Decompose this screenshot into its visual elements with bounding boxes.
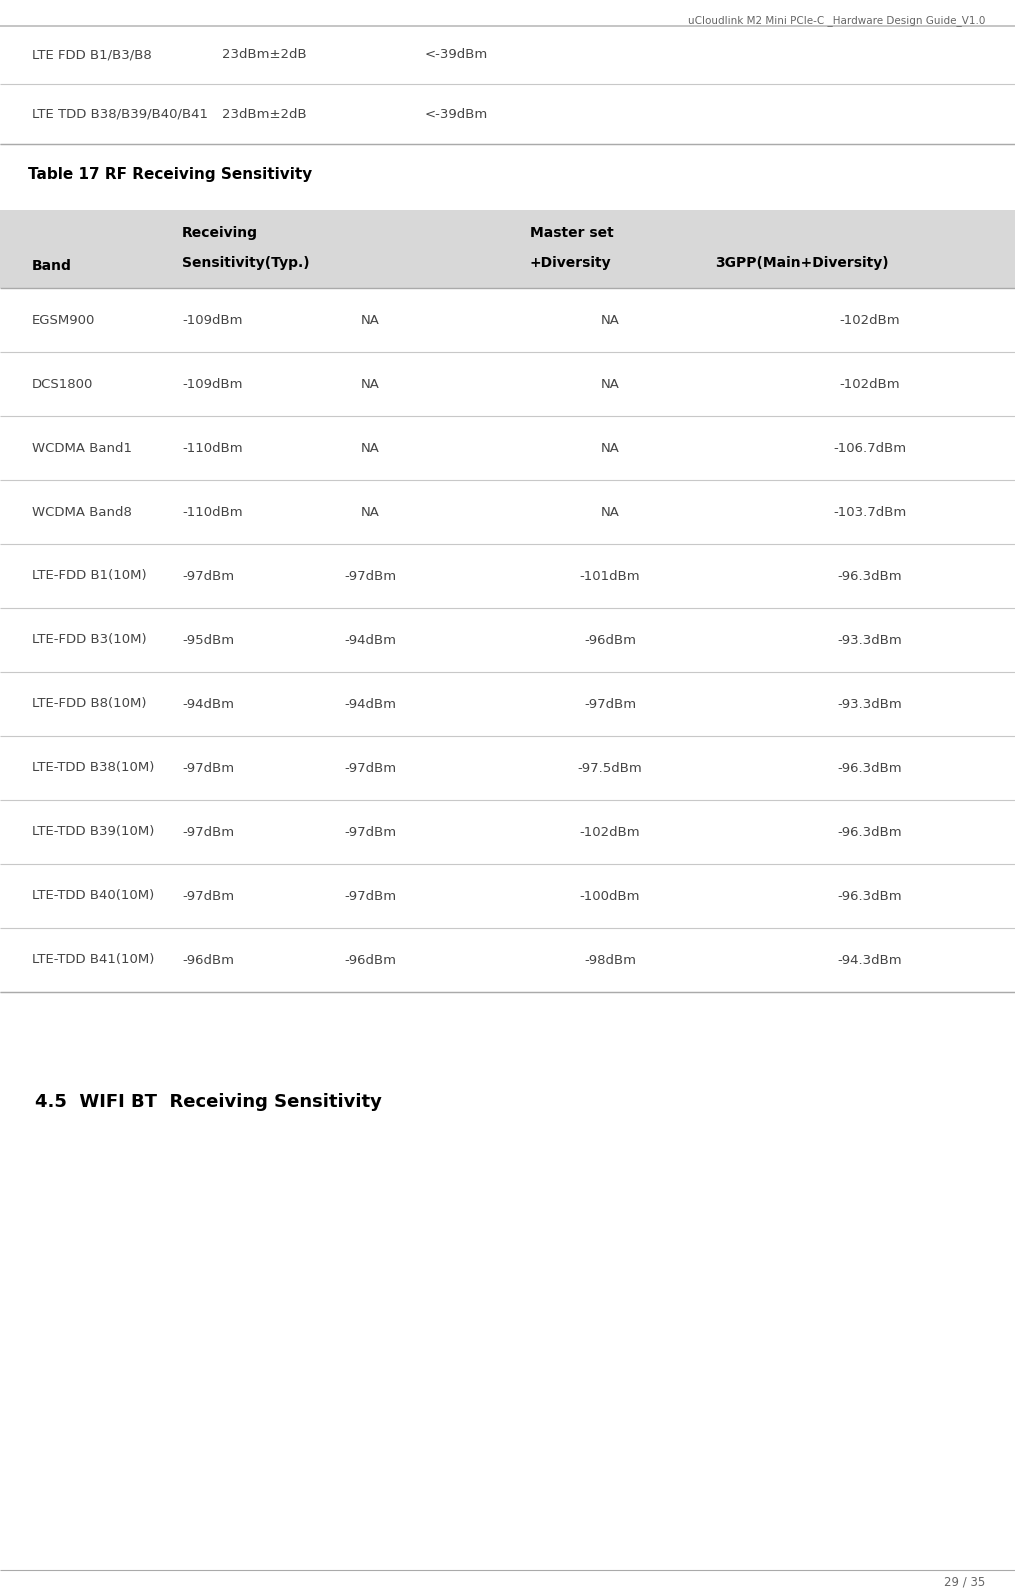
Text: 29 / 35: 29 / 35 — [944, 1576, 985, 1589]
Text: -97.5dBm: -97.5dBm — [578, 761, 642, 774]
Text: DCS1800: DCS1800 — [32, 377, 93, 390]
Text: -96.3dBm: -96.3dBm — [837, 890, 902, 903]
Text: Master set: Master set — [530, 226, 614, 240]
Text: LTE-TDD B38(10M): LTE-TDD B38(10M) — [32, 761, 154, 774]
Text: <-39dBm: <-39dBm — [425, 108, 488, 121]
Text: LTE-TDD B39(10M): LTE-TDD B39(10M) — [32, 826, 154, 839]
Text: <-39dBm: <-39dBm — [425, 48, 488, 62]
Text: -96.3dBm: -96.3dBm — [837, 570, 902, 583]
Text: 3GPP(Main+Diversity): 3GPP(Main+Diversity) — [715, 256, 888, 271]
Text: -109dBm: -109dBm — [182, 377, 243, 390]
Text: -102dBm: -102dBm — [580, 826, 640, 839]
Text: LTE-TDD B41(10M): LTE-TDD B41(10M) — [32, 954, 154, 966]
Text: -97dBm: -97dBm — [344, 761, 396, 774]
Text: -97dBm: -97dBm — [182, 826, 234, 839]
Text: -101dBm: -101dBm — [580, 570, 640, 583]
Text: 23dBm±2dB: 23dBm±2dB — [222, 48, 307, 62]
Text: uCloudlink M2 Mini PCIe-C _Hardware Design Guide_V1.0: uCloudlink M2 Mini PCIe-C _Hardware Desi… — [687, 14, 985, 25]
Text: -93.3dBm: -93.3dBm — [837, 634, 902, 646]
Text: -109dBm: -109dBm — [182, 314, 243, 326]
Text: LTE-TDD B40(10M): LTE-TDD B40(10M) — [32, 890, 154, 903]
Text: 23dBm±2dB: 23dBm±2dB — [222, 108, 307, 121]
Bar — [0, 210, 1015, 288]
Text: -97dBm: -97dBm — [344, 826, 396, 839]
Text: NA: NA — [360, 441, 380, 454]
Text: -94dBm: -94dBm — [344, 634, 396, 646]
Text: -97dBm: -97dBm — [182, 890, 234, 903]
Text: -93.3dBm: -93.3dBm — [837, 697, 902, 710]
Text: NA: NA — [601, 441, 619, 454]
Text: -110dBm: -110dBm — [182, 441, 243, 454]
Text: -97dBm: -97dBm — [584, 697, 636, 710]
Text: -102dBm: -102dBm — [839, 377, 900, 390]
Text: LTE-FDD B3(10M): LTE-FDD B3(10M) — [32, 634, 146, 646]
Text: Table 17 RF Receiving Sensitivity: Table 17 RF Receiving Sensitivity — [28, 167, 313, 181]
Text: 4.5  WIFI BT  Receiving Sensitivity: 4.5 WIFI BT Receiving Sensitivity — [35, 1094, 382, 1111]
Text: Sensitivity(Typ.): Sensitivity(Typ.) — [182, 256, 310, 271]
Text: Receiving: Receiving — [182, 226, 258, 240]
Text: -96dBm: -96dBm — [182, 954, 234, 966]
Text: -106.7dBm: -106.7dBm — [833, 441, 906, 454]
Text: NA: NA — [360, 506, 380, 519]
Text: -96dBm: -96dBm — [344, 954, 396, 966]
Text: LTE-FDD B1(10M): LTE-FDD B1(10M) — [32, 570, 146, 583]
Text: NA: NA — [360, 377, 380, 390]
Text: NA: NA — [601, 506, 619, 519]
Text: -100dBm: -100dBm — [580, 890, 640, 903]
Text: -96dBm: -96dBm — [584, 634, 636, 646]
Text: EGSM900: EGSM900 — [32, 314, 95, 326]
Text: LTE-FDD B8(10M): LTE-FDD B8(10M) — [32, 697, 146, 710]
Text: -110dBm: -110dBm — [182, 506, 243, 519]
Text: NA: NA — [601, 314, 619, 326]
Text: -97dBm: -97dBm — [182, 761, 234, 774]
Text: LTE TDD B38/B39/B40/B41: LTE TDD B38/B39/B40/B41 — [32, 108, 208, 121]
Text: -103.7dBm: -103.7dBm — [833, 506, 906, 519]
Text: -97dBm: -97dBm — [182, 570, 234, 583]
Text: -97dBm: -97dBm — [344, 570, 396, 583]
Text: -94.3dBm: -94.3dBm — [837, 954, 902, 966]
Text: Band: Band — [32, 259, 72, 274]
Text: WCDMA Band1: WCDMA Band1 — [32, 441, 132, 454]
Text: LTE FDD B1/B3/B8: LTE FDD B1/B3/B8 — [32, 48, 152, 62]
Text: -94dBm: -94dBm — [344, 697, 396, 710]
Text: -95dBm: -95dBm — [182, 634, 234, 646]
Text: +Diversity: +Diversity — [530, 256, 612, 271]
Text: WCDMA Band8: WCDMA Band8 — [32, 506, 132, 519]
Text: NA: NA — [601, 377, 619, 390]
Text: -94dBm: -94dBm — [182, 697, 234, 710]
Text: -102dBm: -102dBm — [839, 314, 900, 326]
Text: NA: NA — [360, 314, 380, 326]
Text: -96.3dBm: -96.3dBm — [837, 826, 902, 839]
Text: -97dBm: -97dBm — [344, 890, 396, 903]
Text: -96.3dBm: -96.3dBm — [837, 761, 902, 774]
Text: -98dBm: -98dBm — [584, 954, 636, 966]
